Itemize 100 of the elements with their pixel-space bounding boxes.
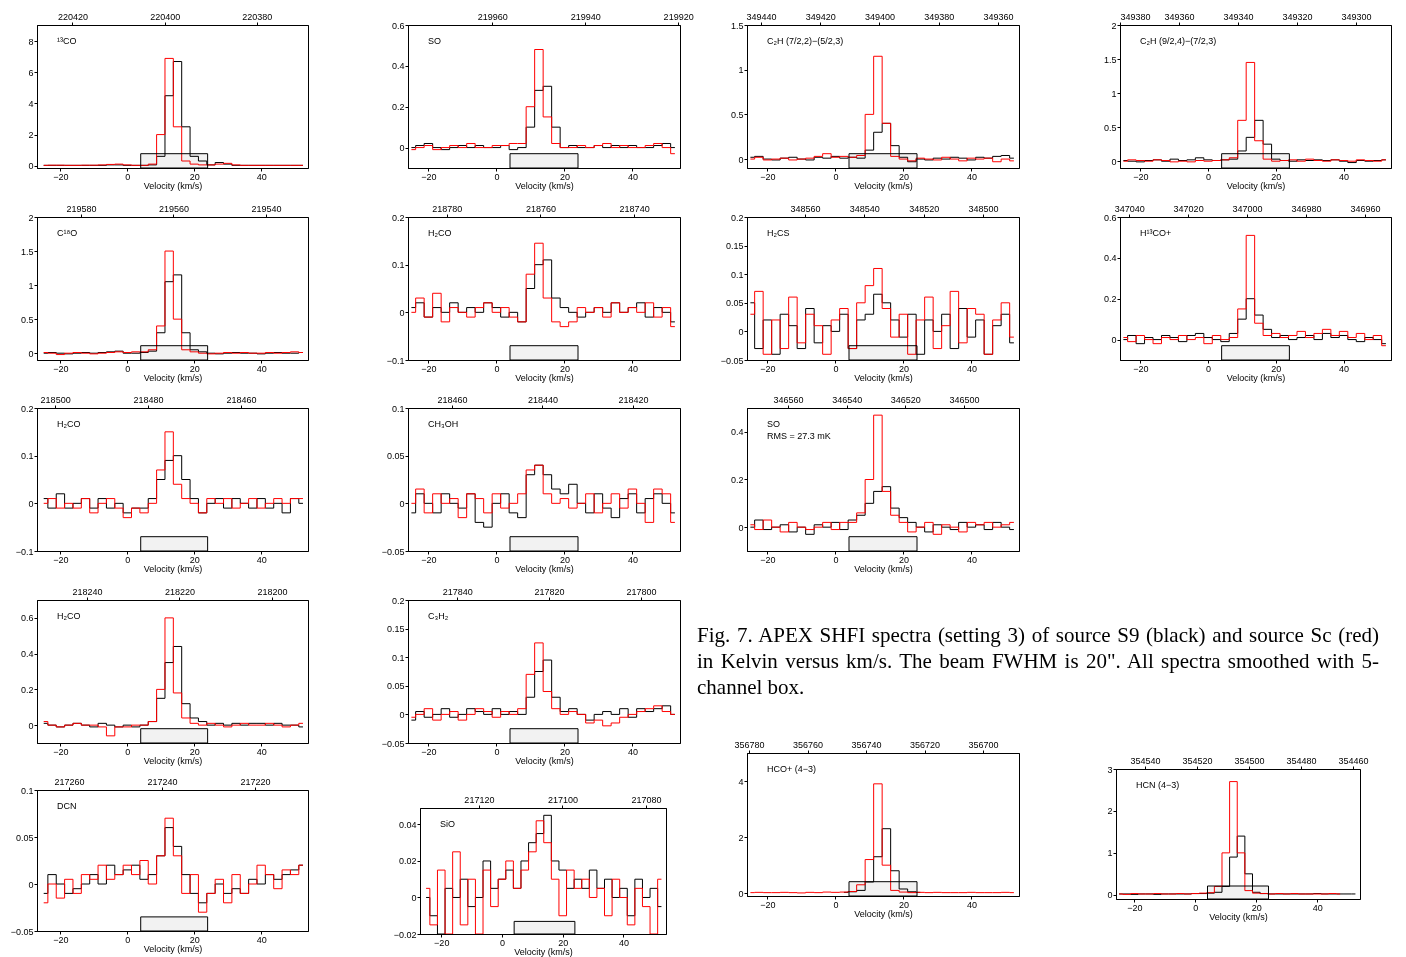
x-tick-label: 40: [966, 171, 977, 182]
x-tick-label: 0: [1193, 902, 1199, 913]
x-tick-label: 0: [125, 554, 131, 565]
x-tick-label: 0: [125, 746, 131, 757]
x2-tick-label: 356740: [851, 739, 882, 750]
x-tick-label: −20: [434, 937, 450, 948]
x2-tick-label: 354520: [1182, 755, 1213, 766]
x2-tick-label: 217840: [442, 586, 473, 597]
x-tick-label: −20: [421, 746, 437, 757]
x2-tick-label: 349380: [1120, 11, 1151, 22]
x-axis-title: Velocity (km/s): [143, 943, 203, 954]
y-tick-label: 0.6: [1103, 212, 1117, 223]
x-tick-label: 40: [618, 937, 629, 948]
annotation: H₂CO: [57, 419, 81, 429]
x-tick-label: 40: [256, 746, 267, 757]
x2-tick-label: 218460: [226, 394, 257, 405]
y-tick-label: 0: [411, 892, 417, 903]
y-tick-label: 0.2: [1103, 294, 1117, 305]
x-tick-label: 40: [1312, 902, 1323, 913]
x-tick-label: 20: [559, 171, 570, 182]
x2-tick-label: 349380: [924, 11, 955, 22]
x-tick-label: −20: [760, 899, 776, 910]
x2-tick-label: 346960: [1350, 203, 1381, 214]
annotation: ¹³CO: [57, 36, 77, 46]
y-tick-label: −0.1: [15, 546, 34, 557]
x-axis-title: Velocity (km/s): [515, 372, 574, 383]
y-tick-label: 2: [28, 212, 34, 223]
x2-tick-label: 218460: [437, 394, 468, 405]
x2-tick-label: 347040: [1114, 203, 1145, 214]
x2-tick-label: 356760: [793, 739, 824, 750]
x-tick-label: 20: [189, 171, 200, 182]
x2-tick-label: 217800: [626, 586, 657, 597]
y-tick-label: 0.05: [386, 681, 405, 692]
y-tick-label: 1.5: [1103, 54, 1117, 65]
annotation: C¹⁸O: [57, 228, 78, 238]
x-axis-title: Velocity (km/s): [854, 908, 913, 919]
y-tick-label: −0.05: [720, 355, 744, 366]
x-axis-title: Velocity (km/s): [854, 372, 913, 383]
x-tick-label: 20: [558, 937, 569, 948]
x2-tick-label: 348540: [849, 203, 880, 214]
y-tick-label: 0.05: [386, 451, 405, 462]
annotation: C₃H₂: [428, 611, 449, 621]
x2-tick-label: 349360: [1164, 11, 1195, 22]
annotation: DCN: [57, 801, 77, 811]
x-tick-label: 20: [559, 554, 570, 565]
x2-tick-label: 218420: [618, 394, 649, 405]
y-tick-label: 0.1: [20, 785, 34, 796]
x2-tick-label: 348560: [790, 203, 821, 214]
y-tick-label: 0.1: [391, 403, 405, 414]
x2-tick-label: 220380: [242, 11, 273, 22]
x-axis-title: Velocity (km/s): [143, 372, 203, 383]
y-tick-label: 0.4: [20, 649, 34, 660]
x2-tick-label: 349300: [1341, 11, 1372, 22]
y-tick-label: 0.5: [730, 109, 744, 120]
x-tick-label: −20: [760, 171, 776, 182]
y-tick-label: 0.5: [20, 314, 34, 325]
annotation: C₂H (7/2,2)−(5/2,3): [767, 36, 844, 46]
x-tick-label: −20: [53, 934, 69, 945]
x2-tick-label: 349360: [983, 11, 1014, 22]
x-tick-label: 40: [1339, 171, 1350, 182]
x2-tick-label: 349420: [805, 11, 836, 22]
x-tick-label: 40: [627, 171, 638, 182]
x-axis-title: Velocity (km/s): [143, 180, 203, 191]
x2-tick-label: 219540: [251, 203, 282, 214]
x2-tick-label: 218200: [257, 586, 288, 597]
x-tick-label: 40: [256, 363, 267, 374]
x2-tick-label: 217080: [631, 794, 662, 805]
x-tick-label: 20: [1271, 171, 1282, 182]
y-tick-label: 4: [28, 98, 34, 109]
x-tick-label: −20: [53, 363, 69, 374]
x2-tick-label: 220420: [57, 11, 89, 22]
annotation: SO: [767, 419, 781, 429]
x2-tick-label: 217220: [240, 776, 271, 787]
y-tick-label: 1: [738, 65, 744, 76]
x-tick-label: −20: [53, 746, 69, 757]
x2-tick-label: 219920: [663, 11, 694, 22]
x-tick-label: 20: [559, 363, 570, 374]
annotation: H₂CS: [767, 228, 790, 238]
x-tick-label: 0: [1206, 171, 1212, 182]
x2-tick-label: 218220: [164, 586, 195, 597]
y-tick-label: 0.1: [391, 260, 405, 271]
x2-tick-label: 218740: [619, 203, 650, 214]
x-tick-label: −20: [421, 363, 437, 374]
x-tick-label: 0: [833, 363, 839, 374]
x-axis-title: Velocity (km/s): [1226, 180, 1286, 191]
x-axis-title: Velocity (km/s): [854, 563, 913, 574]
y-tick-label: 2: [1111, 20, 1117, 31]
x-tick-label: 40: [256, 171, 267, 182]
x-tick-label: 0: [1206, 363, 1212, 374]
y-tick-label: 4: [738, 776, 744, 787]
y-tick-label: 0.15: [725, 241, 744, 252]
x-tick-label: 40: [966, 554, 977, 565]
y-tick-label: 0.2: [730, 475, 744, 485]
x-tick-label: 20: [189, 363, 200, 374]
annotation: SO: [428, 36, 442, 46]
y-tick-label: 0: [738, 154, 744, 165]
x-axis-title: Velocity (km/s): [854, 180, 913, 191]
x-tick-label: 40: [966, 363, 977, 374]
y-tick-label: 0.1: [20, 451, 34, 462]
x-tick-label: −20: [53, 171, 69, 182]
